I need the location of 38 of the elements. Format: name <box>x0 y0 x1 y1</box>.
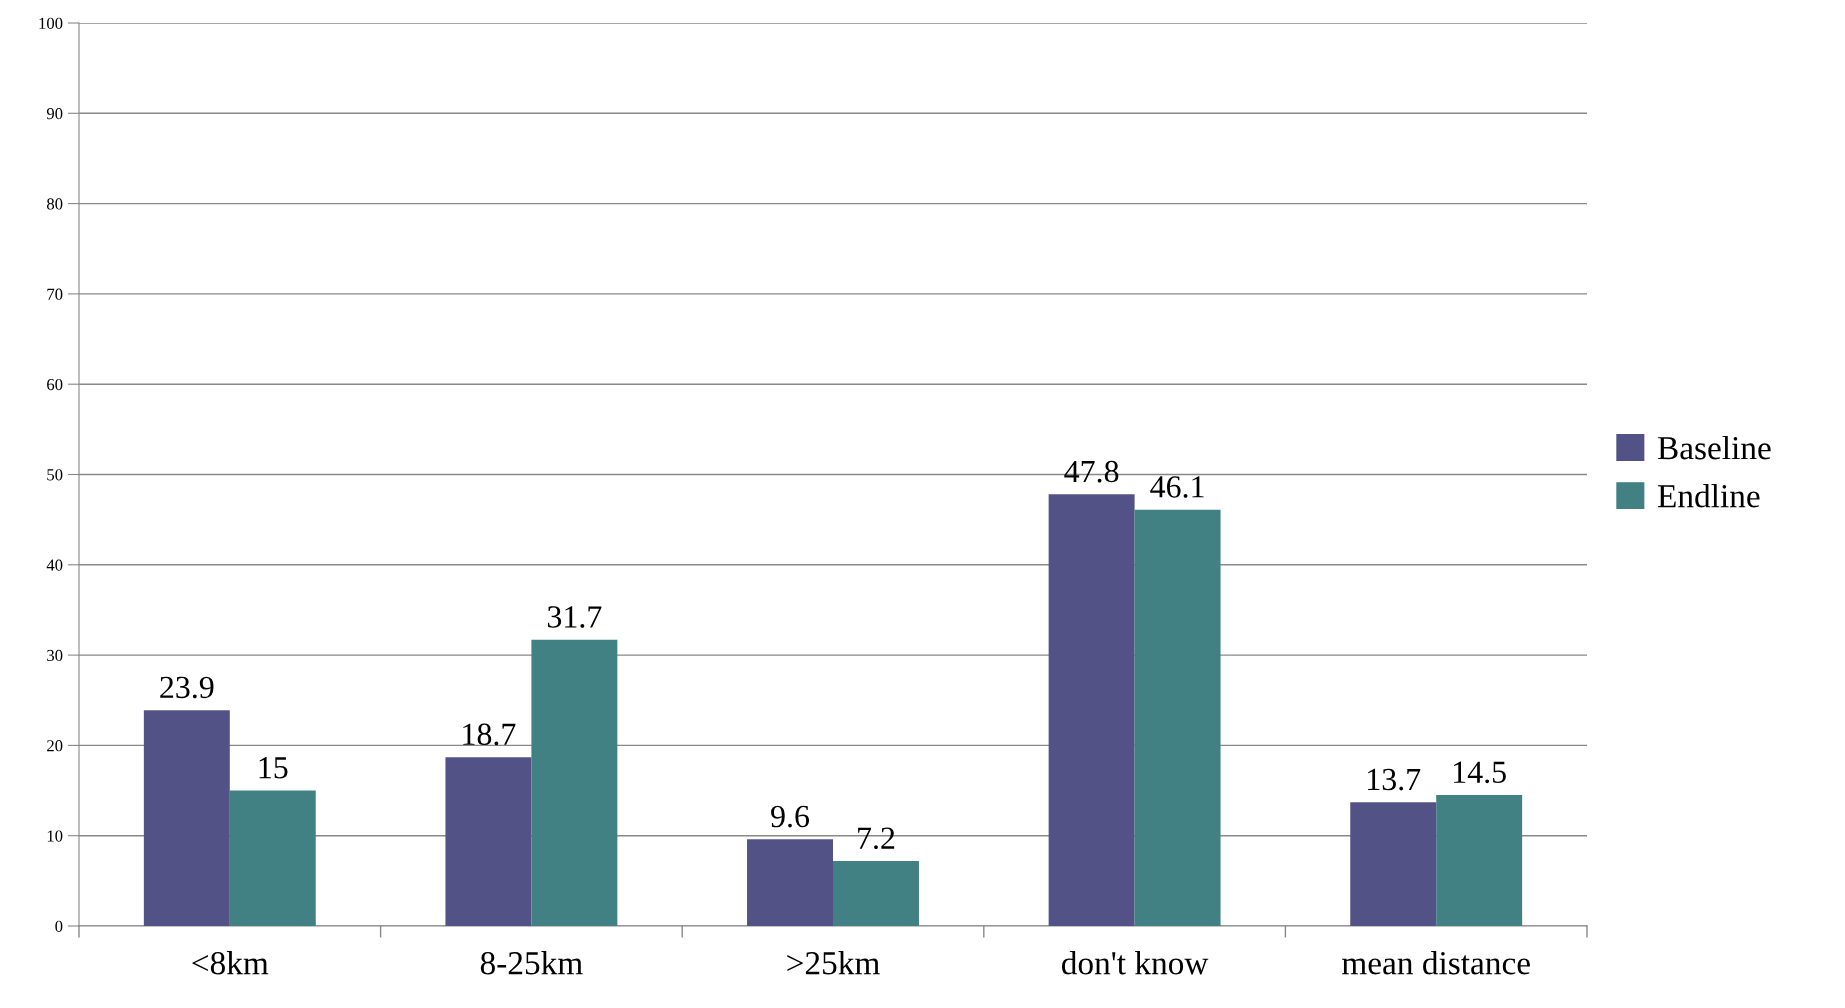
data-label: 9.6 <box>771 805 810 828</box>
data-label: 46.1 <box>1150 476 1204 498</box>
data-label: 7.2 <box>858 827 895 850</box>
bar <box>1134 509 1221 926</box>
data-label: 14.5 <box>1454 761 1506 784</box>
y-tick-label: 40 <box>46 559 63 571</box>
legend-label: Endline <box>1657 484 1760 508</box>
y-tick-label: 90 <box>46 108 63 120</box>
bar <box>531 639 618 926</box>
data-label: 23.9 <box>160 676 214 699</box>
x-tick-label: >25km <box>787 951 880 975</box>
x-tick-label: 8-25km <box>480 951 583 975</box>
x-tick-label: <8km <box>192 951 269 975</box>
bar <box>1048 494 1135 926</box>
data-label: 13.7 <box>1368 768 1421 791</box>
y-tick-label: 30 <box>47 649 63 662</box>
y-tick-label: 70 <box>47 288 63 300</box>
data-label: 18.7 <box>463 723 516 746</box>
y-tick-label: 10 <box>47 830 63 842</box>
y-tick-label: 60 <box>47 378 63 391</box>
x-tick-label: mean distance <box>1342 951 1530 975</box>
bar <box>143 710 230 926</box>
legend-label: Baseline <box>1657 435 1771 460</box>
bar <box>1350 802 1437 926</box>
x-tick-label: don't know <box>1061 951 1209 975</box>
bar <box>747 839 833 926</box>
data-label: 47.8 <box>1064 460 1119 483</box>
data-label: 15 <box>259 757 288 779</box>
y-tick-label: 20 <box>47 740 63 752</box>
bar <box>833 860 919 926</box>
y-tick-label: 80 <box>47 198 63 210</box>
y-tick-label: 50 <box>47 469 63 481</box>
bar <box>229 790 316 926</box>
data-label: 31.7 <box>547 606 602 628</box>
y-tick-label: 0 <box>55 920 63 932</box>
y-tick-label: 100 <box>39 17 63 29</box>
bar <box>1436 795 1523 926</box>
bar <box>445 757 532 926</box>
